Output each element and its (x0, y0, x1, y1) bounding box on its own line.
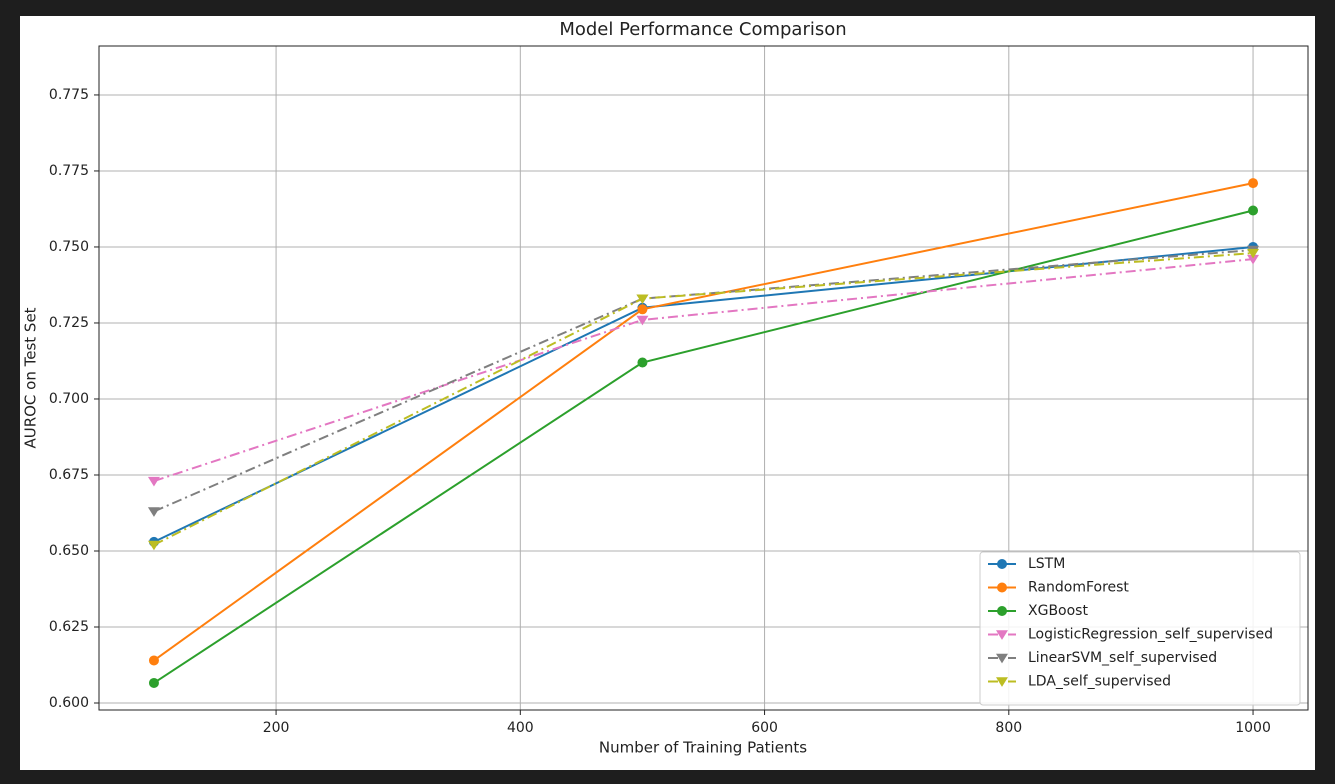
y-tick-label: 0.650 (49, 543, 89, 559)
y-axis-label: AUROC on Test Set (22, 307, 40, 448)
y-tick-label: 0.700 (49, 391, 89, 407)
legend-label: LinearSVM_self_supervised (1028, 650, 1217, 666)
legend-swatch-marker (996, 653, 1008, 664)
y-tick-label: 0.775 (49, 163, 89, 179)
chart-title: Model Performance Comparison (559, 19, 846, 40)
legend-swatch-marker (996, 630, 1008, 640)
series (148, 178, 1259, 666)
y-tick-label: 0.600 (49, 695, 89, 711)
data-point (148, 677, 159, 688)
x-tick-label: 800 (995, 720, 1022, 736)
series (148, 205, 1259, 688)
legend-swatch-marker (997, 582, 1007, 593)
data-point (148, 655, 159, 666)
legend-label: LSTM (1028, 556, 1065, 572)
data-point (147, 476, 160, 487)
data-point (1247, 254, 1260, 265)
legend-swatch-marker (997, 559, 1007, 569)
x-tick-label: 600 (751, 720, 778, 736)
data-point (147, 507, 160, 517)
legend-box (979, 551, 1301, 706)
data-point (637, 304, 648, 315)
x-tick-label: 400 (507, 720, 534, 736)
data-point (637, 357, 648, 368)
series (147, 248, 1260, 551)
legend-label: LDA_self_supervised (1028, 674, 1171, 690)
data-point (147, 540, 160, 551)
data-point (1248, 178, 1259, 189)
data-point (1248, 205, 1259, 216)
series-line (153, 249, 1254, 513)
legend-swatch-marker (996, 677, 1008, 687)
legend: LSTM RandomForest XGBoost LogisticRegressio… (979, 551, 1301, 706)
y-tick-label: 0.625 (49, 619, 89, 635)
x-axis-label: Number of Training Patients (599, 739, 807, 757)
legend-label: RandomForest (1028, 580, 1129, 596)
legend-swatch-marker (997, 606, 1007, 616)
data-point (636, 315, 649, 326)
legend-label: LogisticRegression_self_supervised (1028, 627, 1273, 643)
x-tick-label: 200 (263, 720, 290, 736)
legend-label: XGBoost (1028, 603, 1088, 619)
x-tick-label: 1000 (1235, 720, 1271, 736)
y-tick-label: 0.775 (49, 87, 89, 103)
series (147, 254, 1260, 487)
plot-frame (98, 45, 1309, 711)
y-tick-label: 0.675 (49, 467, 89, 483)
y-tick-label: 0.725 (49, 315, 89, 331)
data-point (636, 294, 649, 305)
y-tick-label: 0.750 (49, 239, 89, 255)
data-point (1247, 248, 1260, 259)
